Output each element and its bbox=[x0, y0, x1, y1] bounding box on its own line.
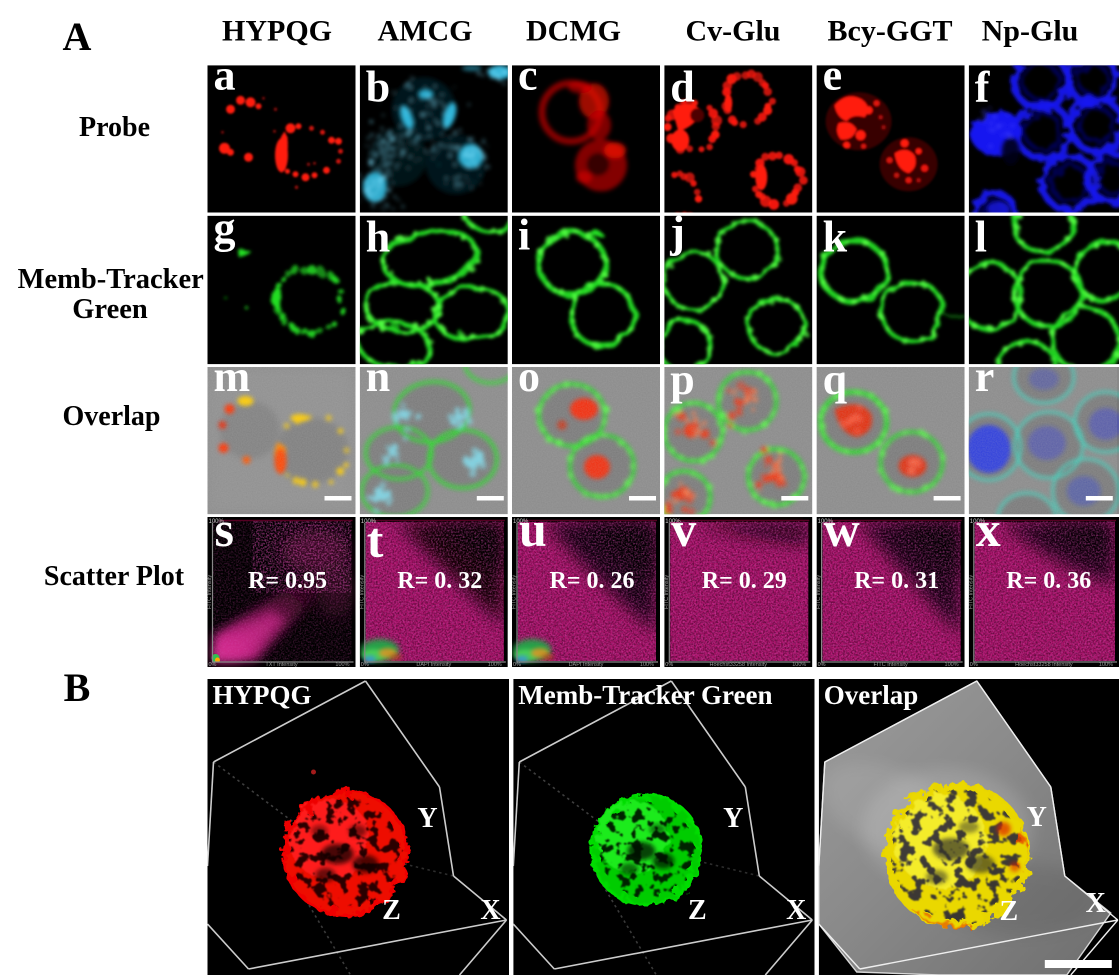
svg-text:m: m bbox=[214, 352, 251, 401]
svg-text:n: n bbox=[366, 352, 390, 401]
svg-text:c: c bbox=[518, 50, 538, 99]
svg-text:FITC Intensity: FITC Intensity bbox=[816, 575, 822, 609]
svg-text:X: X bbox=[786, 895, 806, 926]
svg-text:d: d bbox=[670, 62, 694, 111]
svg-text:g: g bbox=[214, 204, 236, 253]
svg-text:Memb-Tracker Green: Memb-Tracker Green bbox=[518, 680, 772, 710]
svg-text:p: p bbox=[670, 355, 694, 404]
svg-text:w: w bbox=[824, 501, 860, 557]
svg-text:X: X bbox=[1086, 888, 1106, 919]
svg-text:k: k bbox=[823, 213, 848, 262]
svg-text:q: q bbox=[823, 355, 848, 404]
svg-text:0%: 0% bbox=[209, 662, 217, 668]
svg-text:j: j bbox=[669, 208, 685, 257]
svg-text:100%: 100% bbox=[818, 519, 834, 525]
svg-text:R= 0. 26: R= 0. 26 bbox=[549, 568, 634, 594]
svg-text:DAPI Intensity: DAPI Intensity bbox=[416, 662, 451, 668]
svg-text:100%: 100% bbox=[335, 662, 349, 668]
svg-text:100%: 100% bbox=[1099, 662, 1113, 668]
svg-text:0%: 0% bbox=[818, 662, 826, 668]
svg-text:Scatter Plot: Scatter Plot bbox=[44, 561, 185, 592]
svg-text:e: e bbox=[823, 50, 843, 99]
svg-text:B: B bbox=[64, 665, 91, 710]
svg-text:i: i bbox=[518, 211, 530, 260]
svg-text:h: h bbox=[366, 213, 390, 262]
svg-text:0%: 0% bbox=[665, 662, 673, 668]
svg-text:A: A bbox=[63, 14, 92, 59]
svg-text:100%: 100% bbox=[792, 662, 806, 668]
svg-text:0%: 0% bbox=[361, 662, 369, 668]
svg-text:Bcy-GGT: Bcy-GGT bbox=[828, 15, 953, 48]
svg-text:DAPI Intensity: DAPI Intensity bbox=[569, 662, 604, 668]
svg-text:Z: Z bbox=[999, 896, 1018, 927]
svg-text:0%: 0% bbox=[513, 662, 521, 668]
svg-text:AMCG: AMCG bbox=[378, 15, 473, 48]
svg-text:Y: Y bbox=[417, 803, 437, 834]
svg-text:FITC Intensity: FITC Intensity bbox=[207, 575, 213, 609]
svg-text:x: x bbox=[976, 501, 1001, 557]
svg-text:Overlap: Overlap bbox=[824, 680, 919, 710]
svg-text:0%: 0% bbox=[970, 662, 978, 668]
svg-text:FITC Intensity: FITC Intensity bbox=[359, 575, 365, 609]
svg-text:Probe: Probe bbox=[79, 112, 150, 143]
svg-text:t: t bbox=[367, 512, 384, 568]
svg-text:r: r bbox=[975, 352, 995, 401]
svg-text:Hoechst33258 Intensity: Hoechst33258 Intensity bbox=[710, 662, 768, 668]
svg-text:R= 0.95: R= 0.95 bbox=[248, 568, 327, 594]
svg-text:X: X bbox=[480, 895, 500, 926]
svg-text:Y: Y bbox=[1027, 802, 1047, 833]
svg-text:Y: Y bbox=[723, 803, 743, 834]
svg-text:TXT Intensity: TXT Intensity bbox=[265, 662, 298, 668]
svg-text:b: b bbox=[366, 62, 390, 111]
svg-text:u: u bbox=[519, 501, 547, 557]
svg-text:a: a bbox=[214, 50, 236, 99]
svg-text:100%: 100% bbox=[970, 519, 986, 525]
svg-text:R= 0. 32: R= 0. 32 bbox=[397, 568, 482, 594]
svg-text:Np-Glu: Np-Glu bbox=[982, 15, 1079, 48]
svg-text:o: o bbox=[518, 352, 540, 401]
svg-text:HYPQG: HYPQG bbox=[222, 15, 332, 48]
svg-text:100%: 100% bbox=[209, 519, 225, 525]
svg-text:HYPQG: HYPQG bbox=[213, 680, 312, 710]
svg-text:f: f bbox=[975, 62, 991, 111]
svg-text:100%: 100% bbox=[640, 662, 654, 668]
svg-text:100%: 100% bbox=[513, 519, 529, 525]
svg-text:FITC Intensity: FITC Intensity bbox=[664, 575, 670, 609]
svg-text:FITC Intensity: FITC Intensity bbox=[873, 662, 907, 668]
svg-text:DCMG: DCMG bbox=[526, 15, 621, 48]
svg-text:Z: Z bbox=[382, 895, 401, 926]
svg-text:Green: Green bbox=[72, 294, 148, 325]
svg-text:FITC Intensity: FITC Intensity bbox=[512, 575, 518, 609]
svg-text:s: s bbox=[215, 501, 234, 557]
svg-text:100%: 100% bbox=[945, 662, 959, 668]
svg-text:Memb-Tracker: Memb-Tracker bbox=[18, 264, 205, 295]
svg-text:v: v bbox=[671, 501, 696, 557]
svg-text:100%: 100% bbox=[488, 662, 502, 668]
svg-text:R= 0. 31: R= 0. 31 bbox=[854, 568, 939, 594]
svg-text:R= 0. 29: R= 0. 29 bbox=[702, 568, 787, 594]
svg-text:Hoechst33258 Intensity: Hoechst33258 Intensity bbox=[1015, 662, 1073, 668]
svg-text:Overlap: Overlap bbox=[63, 401, 161, 432]
svg-text:Z: Z bbox=[688, 895, 707, 926]
svg-text:l: l bbox=[975, 213, 987, 262]
svg-text:100%: 100% bbox=[361, 519, 377, 525]
svg-text:FITC Intensity: FITC Intensity bbox=[968, 575, 974, 609]
svg-text:100%: 100% bbox=[665, 519, 681, 525]
svg-text:R= 0. 36: R= 0. 36 bbox=[1006, 568, 1091, 594]
svg-text:Cv-Glu: Cv-Glu bbox=[685, 15, 780, 48]
